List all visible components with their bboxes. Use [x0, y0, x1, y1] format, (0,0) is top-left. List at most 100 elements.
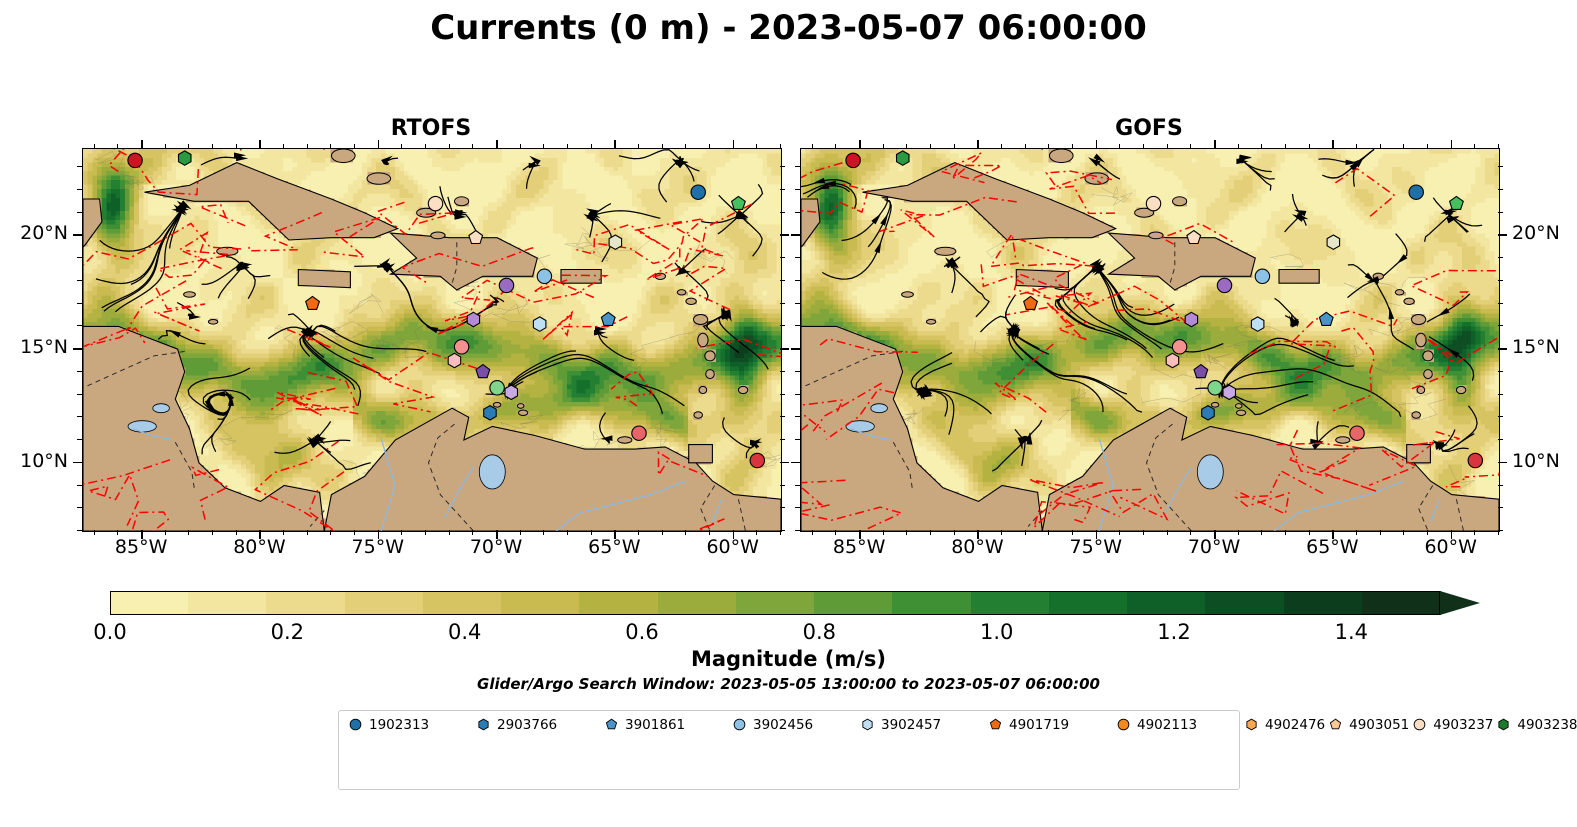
axis-tick: [1214, 530, 1216, 539]
search-window-subtitle: Glider/Argo Search Window: 2023-05-05 13…: [477, 675, 1100, 693]
legend-item-label: 3902456: [753, 716, 814, 733]
float-marker-4903237[interactable]: [1186, 229, 1202, 245]
axis-tick: [1498, 484, 1503, 486]
colorbar[interactable]: [110, 591, 1441, 615]
axis-tick: [306, 144, 308, 149]
colorbar-tick-label: 1.2: [1157, 620, 1191, 644]
float-marker-2903766[interactable]: [483, 404, 497, 421]
float-marker-4901719[interactable]: [1023, 295, 1039, 310]
legend-item-4902113[interactable]: 4902113: [1113, 716, 1241, 733]
legend-item-3902456[interactable]: 3902456: [729, 716, 857, 733]
axis-tick: [1498, 302, 1503, 304]
axis-tick: [780, 279, 785, 281]
colorbar-tick-label: 0.2: [270, 620, 305, 644]
float-marker-4903352[interactable]: [608, 234, 623, 251]
float-marker-6903136[interactable]: [498, 277, 515, 294]
float-marker-5906437[interactable]: [453, 339, 470, 355]
float-marker-6903137[interactable]: [466, 311, 481, 328]
float-marker-3902456[interactable]: [1254, 268, 1271, 285]
legend-item-1902313[interactable]: 1902313: [345, 716, 473, 733]
axis-tick: [117, 530, 119, 535]
axis-tick: [780, 370, 785, 372]
float-marker-4903476[interactable]: [749, 452, 766, 469]
legend-item-label: 3902457: [881, 716, 942, 733]
colorbar-band: [188, 591, 268, 615]
legend-item-4903051[interactable]: 4903051: [1325, 716, 1409, 733]
map-panel-rtofs[interactable]: [82, 148, 782, 532]
legend-item-label: 3901861: [625, 716, 686, 733]
float-marker-4903278[interactable]: [895, 150, 910, 166]
axis-tick-label: 15°N: [1512, 336, 1560, 359]
colorbar-band: [1127, 591, 1206, 615]
float-marker-4903350[interactable]: [730, 195, 746, 210]
float-marker-5906437[interactable]: [1171, 339, 1188, 355]
float-marker-6904223[interactable]: [1222, 384, 1237, 401]
legend-item-4903238[interactable]: 4903238: [1493, 716, 1577, 733]
float-marker-3902457[interactable]: [1250, 316, 1265, 332]
float-marker-2903766[interactable]: [1201, 404, 1215, 421]
float-marker-6903136[interactable]: [1216, 277, 1233, 294]
float-marker-3901861[interactable]: [1318, 311, 1334, 326]
axis-tick: [235, 144, 237, 149]
axis-tick: [780, 188, 785, 190]
axis-tick: [1498, 416, 1503, 418]
axis-tick: [859, 530, 861, 539]
axis-tick: [791, 461, 800, 464]
legend-item-3902457[interactable]: 3902457: [857, 716, 985, 733]
legend-item-4901719[interactable]: 4901719: [985, 716, 1113, 733]
float-marker-3902457[interactable]: [532, 316, 547, 332]
float-marker-1902313[interactable]: [690, 184, 706, 200]
axis-tick: [780, 393, 785, 395]
axis-tick: [1498, 530, 1503, 531]
float-marker-3902456[interactable]: [536, 268, 553, 285]
float-marker-6903135[interactable]: [1193, 363, 1209, 379]
colorbar-band: [892, 591, 972, 615]
hexagon-marker-icon: [862, 718, 873, 731]
float-marker-4903350[interactable]: [1448, 195, 1464, 210]
float-marker-4903237[interactable]: [427, 195, 444, 212]
axis-tick: [1048, 144, 1050, 149]
map-panel-gofs[interactable]: [800, 148, 1500, 532]
float-marker-4903352[interactable]: [1326, 234, 1341, 251]
float-marker-4903476[interactable]: [1467, 452, 1484, 469]
axis-tick: [953, 530, 955, 535]
float-marker-4903350[interactable]: [1207, 380, 1223, 396]
float-marker-6903135[interactable]: [475, 363, 491, 379]
float-marker-4903237[interactable]: [1145, 195, 1162, 212]
legend-item-2903766[interactable]: 2903766: [473, 716, 601, 733]
float-marker-1902313[interactable]: [1408, 184, 1424, 200]
float-marker-6903137[interactable]: [1184, 311, 1199, 328]
axis-tick: [188, 530, 190, 535]
axis-tick: [425, 530, 427, 535]
float-marker-4903350[interactable]: [489, 380, 505, 396]
axis-tick: [1190, 530, 1192, 535]
axis-tick: [780, 530, 785, 531]
axis-tick: [1498, 188, 1503, 190]
axis-tick-label: 65°W: [588, 536, 641, 558]
axis-tick: [835, 144, 837, 149]
float-marker-6903134[interactable]: [1165, 352, 1180, 369]
circle-marker-icon: [1117, 718, 1130, 731]
float-marker-6904223[interactable]: [504, 384, 519, 401]
float-marker-3901861[interactable]: [600, 311, 616, 326]
axis-tick: [472, 144, 474, 149]
float-marker-6903134[interactable]: [447, 352, 462, 369]
float-marker-4903629[interactable]: [1349, 425, 1365, 441]
axis-tick: [780, 348, 789, 350]
float-marker-4903629[interactable]: [631, 425, 647, 441]
axis-tick: [1356, 530, 1358, 535]
legend-item-4902476[interactable]: 4902476: [1241, 716, 1325, 733]
legend-item-3901861[interactable]: 3901861: [601, 716, 729, 733]
float-marker-4901719[interactable]: [305, 295, 321, 310]
axis-tick: [795, 370, 800, 372]
axis-tick: [1072, 530, 1074, 535]
legend-item-label: 4902476: [1265, 716, 1326, 733]
legend-item-4903237[interactable]: 4903237: [1409, 716, 1493, 733]
axis-tick: [709, 530, 711, 535]
float-legend[interactable]: 1902313 2903766 3901861 3902456 3902457 49017…: [338, 710, 1577, 790]
float-marker-4903354[interactable]: [127, 152, 143, 169]
float-marker-4903237[interactable]: [468, 229, 484, 245]
float-marker-4903278[interactable]: [177, 150, 192, 166]
float-marker-4903354[interactable]: [845, 152, 861, 169]
axis-tick: [795, 188, 800, 190]
